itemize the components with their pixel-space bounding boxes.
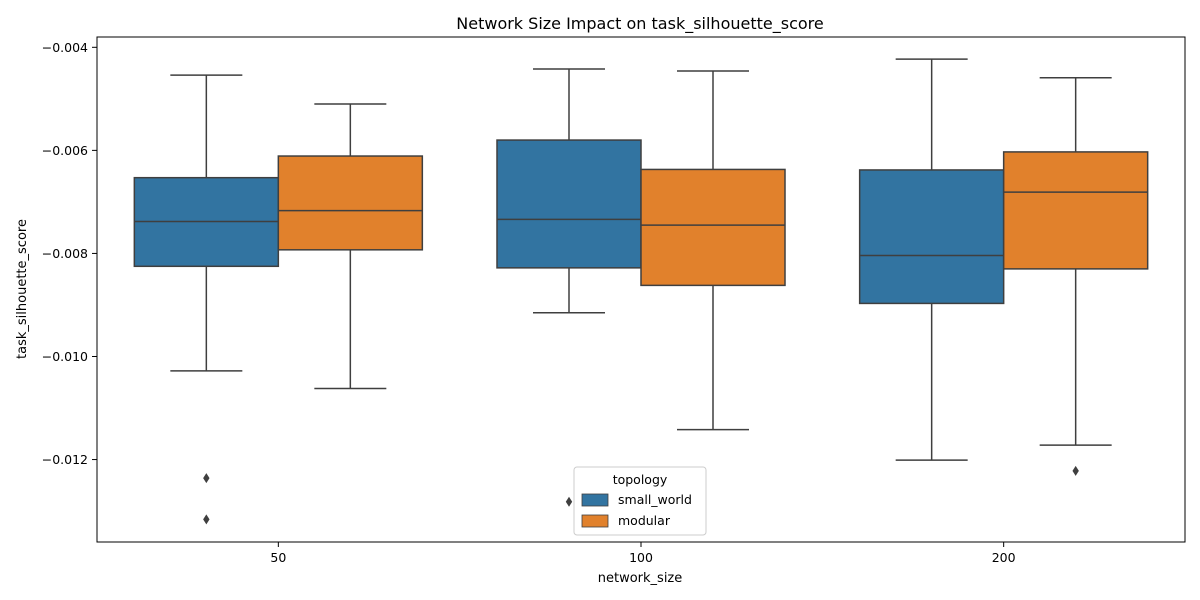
outlier-point bbox=[203, 473, 210, 484]
legend-label-small-world: small_world bbox=[618, 492, 692, 507]
y-tick-label: −0.006 bbox=[42, 143, 88, 158]
y-tick-label: −0.004 bbox=[42, 40, 88, 55]
legend-swatch-modular bbox=[581, 514, 609, 528]
box-small_world-200 bbox=[858, 58, 1005, 461]
box-small_world-50 bbox=[133, 74, 280, 525]
legend-swatch-small-world bbox=[581, 493, 609, 507]
x-tick-label: 50 bbox=[270, 550, 286, 565]
box-modular-50 bbox=[277, 103, 424, 390]
outlier-point bbox=[203, 514, 210, 525]
box-small_world-100 bbox=[496, 68, 642, 507]
legend-label-modular: modular bbox=[618, 513, 671, 528]
box-iqr bbox=[496, 139, 642, 269]
chart-title: Network Size Impact on task_silhouette_s… bbox=[456, 14, 823, 34]
box-iqr bbox=[277, 155, 424, 251]
y-tick-label: −0.008 bbox=[42, 246, 88, 261]
box-iqr bbox=[640, 168, 786, 287]
y-axis-title: task_silhouette_score bbox=[15, 219, 30, 359]
y-tick-label: −0.010 bbox=[42, 349, 88, 364]
y-axis: −0.004 −0.006 −0.008 −0.010 −0.012 bbox=[42, 40, 97, 467]
outlier-point bbox=[565, 496, 573, 507]
box-iqr bbox=[1002, 151, 1149, 270]
plot-frame bbox=[96, 36, 1186, 543]
plot-layer bbox=[133, 58, 1149, 525]
legend-title: topology bbox=[613, 472, 668, 487]
box-iqr bbox=[858, 169, 1005, 305]
x-tick-label: 200 bbox=[992, 550, 1016, 565]
legend: topology small_world modular bbox=[573, 466, 707, 536]
x-axis-title: network_size bbox=[598, 571, 683, 586]
box-modular-200 bbox=[1002, 76, 1149, 476]
x-axis: 50 100 200 bbox=[270, 542, 1016, 565]
y-tick-label: −0.012 bbox=[42, 452, 88, 467]
x-tick-label: 100 bbox=[629, 550, 653, 565]
outlier-point bbox=[1072, 465, 1079, 476]
box-modular-100 bbox=[640, 70, 786, 431]
